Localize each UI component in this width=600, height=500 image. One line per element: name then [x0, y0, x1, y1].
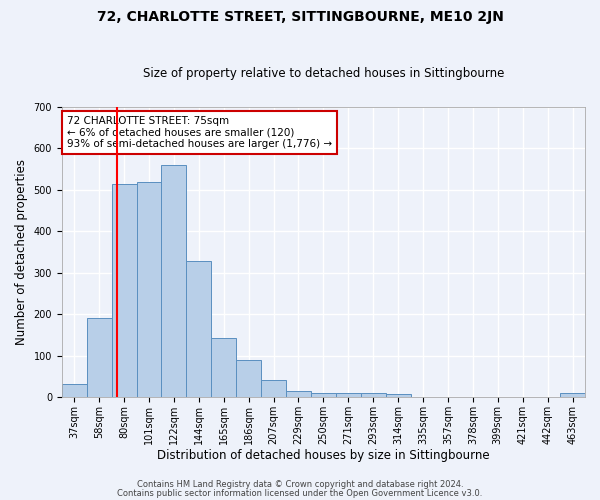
Text: Contains public sector information licensed under the Open Government Licence v3: Contains public sector information licen…	[118, 488, 482, 498]
Bar	[261, 380, 286, 397]
Bar	[286, 391, 311, 397]
Bar	[336, 393, 361, 397]
Bar	[187, 261, 211, 397]
Bar	[161, 165, 187, 397]
X-axis label: Distribution of detached houses by size in Sittingbourne: Distribution of detached houses by size …	[157, 450, 490, 462]
Bar	[560, 393, 585, 397]
Bar	[211, 338, 236, 397]
Bar	[361, 393, 386, 397]
Bar	[86, 318, 112, 397]
Text: Contains HM Land Registry data © Crown copyright and database right 2024.: Contains HM Land Registry data © Crown c…	[137, 480, 463, 489]
Bar	[386, 394, 410, 397]
Bar	[112, 184, 137, 397]
Text: 72 CHARLOTTE STREET: 75sqm
← 6% of detached houses are smaller (120)
93% of semi: 72 CHARLOTTE STREET: 75sqm ← 6% of detac…	[67, 116, 332, 149]
Title: Size of property relative to detached houses in Sittingbourne: Size of property relative to detached ho…	[143, 66, 504, 80]
Text: 72, CHARLOTTE STREET, SITTINGBOURNE, ME10 2JN: 72, CHARLOTTE STREET, SITTINGBOURNE, ME1…	[97, 10, 503, 24]
Bar	[236, 360, 261, 397]
Bar	[311, 393, 336, 397]
Bar	[62, 384, 86, 397]
Bar	[137, 182, 161, 397]
Y-axis label: Number of detached properties: Number of detached properties	[15, 159, 28, 345]
